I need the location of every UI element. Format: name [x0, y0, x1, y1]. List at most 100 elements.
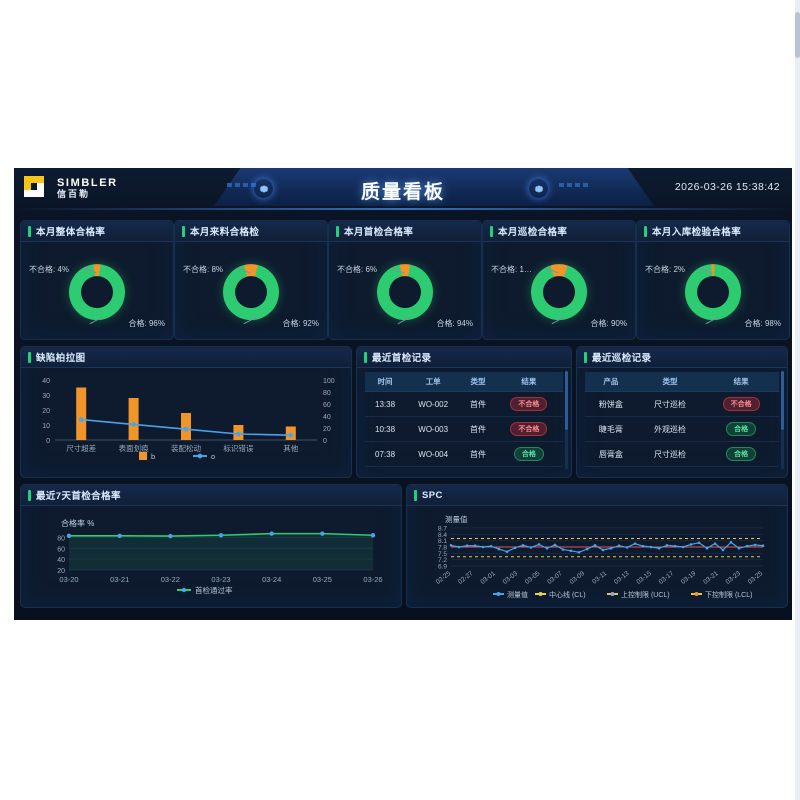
first-inspection-cell-result: 不合格 — [494, 416, 563, 442]
table-row[interactable]: 10:38 WO-003 首件 不合格 — [365, 416, 563, 442]
page-scrollbar-thumb[interactable] — [795, 12, 800, 58]
first-inspection-cell-type: 首件 — [461, 416, 495, 442]
first-inspection-col-1: 时间 — [365, 372, 406, 392]
trend-point — [117, 533, 122, 538]
spc-ytick: 7.8 — [438, 545, 447, 552]
kpi-card-title-5: 本月入库检验合格率 — [652, 227, 742, 238]
table-row[interactable]: 粉饼盒 尺寸巡检 不合格 — [585, 391, 779, 417]
spc-point — [625, 546, 629, 549]
spc-point — [497, 547, 501, 551]
trend-card-header: 最近7天首检合格率 — [21, 485, 401, 506]
first-inspection-cell-time: 13:38 — [365, 391, 406, 417]
pareto-xtick: 其他 — [283, 443, 298, 453]
pareto-line-point — [236, 431, 241, 437]
table-row[interactable]: 唇膏盒 尺寸巡检 合格 — [585, 441, 779, 467]
pareto-ytick: 30 — [42, 393, 50, 400]
spc-point — [529, 546, 533, 549]
pareto-bar — [181, 413, 191, 440]
spc-point — [713, 542, 717, 545]
patrol-inspection-scrollbar[interactable] — [781, 371, 784, 469]
first-inspection-table: 时间 工单 类型 结果 13:38 WO-002 首件 不合格 10:38 WO-003 首件 不合… — [365, 372, 563, 467]
trend-xtick: 03-20 — [59, 575, 78, 584]
spc-point — [601, 548, 605, 552]
pareto-ytick: 40 — [42, 378, 50, 385]
first-inspection-col-3: 类型 — [461, 372, 495, 392]
dashboard-header: SIMBLER 信百勒 质量看板 2026-03-26 15:38:42 — [14, 168, 792, 212]
spc-legend-label: 中心线 (CL) — [549, 590, 586, 599]
pareto-legend-line-dot — [197, 453, 203, 459]
spc-point — [649, 545, 653, 549]
pareto-y2tick: 40 — [323, 414, 331, 421]
spc-xtick: 03-21 — [702, 570, 720, 586]
donut-ring-4 — [531, 263, 587, 320]
kpi-card-header-3: 本月首检合格率 — [329, 221, 481, 242]
first-inspection-col-2: 工单 — [405, 372, 462, 392]
spc-point — [585, 547, 589, 551]
pareto-xtick: 标识错误 — [223, 443, 253, 453]
kpi-card-header-2: 本月来料合格检 — [175, 221, 327, 242]
spc-xtick: 03-01 — [479, 570, 497, 586]
donut-ring-1 — [69, 263, 125, 320]
pareto-xtick: 表面划痕 — [119, 443, 149, 453]
trend-chart: 合格率 % 20 40 60 80 03-20 03-21 03-22 03-23 03-24 03… — [57, 518, 382, 595]
kpi-card-body-2: 不合格: 8% 合格: 92% — [175, 242, 327, 339]
pareto-chart: 0 10 20 30 40 0 20 40 60 80 100 尺寸超差 表面划痕 装配松动 标识错误 其他 b… — [42, 378, 335, 461]
spc-point — [521, 544, 525, 547]
first-inspection-head-row: 时间 工单 类型 结果 — [365, 372, 563, 392]
table-row[interactable]: 07:38 WO-004 首件 合格 — [365, 441, 563, 467]
spc-xtick: 03-05 — [524, 570, 542, 586]
pareto-line-point — [131, 422, 136, 427]
spc-point — [729, 541, 733, 544]
kpi-card-body-4: 不合格: 1… 合格: 90% — [483, 242, 635, 339]
table-row[interactable]: 13:38 WO-002 首件 不合格 — [365, 391, 563, 417]
page-scrollbar[interactable] — [795, 0, 800, 800]
table-row[interactable]: 睫毛膏 外观巡检 合格 — [585, 416, 779, 442]
trend-point — [269, 531, 274, 536]
kpi-card-title-2: 本月来料合格检 — [190, 227, 260, 238]
status-badge: 合格 — [513, 447, 544, 461]
patrol-inspection-cell-product: 唇膏盒 — [585, 441, 637, 467]
donut-chart-4: 不合格: 1… 合格: 90% — [483, 242, 635, 339]
header-center-banner — [214, 168, 654, 206]
trend-xtick: 03-21 — [110, 575, 129, 584]
patrol-inspection-title: 最近巡检记录 — [592, 353, 652, 364]
page-title: 质量看板 — [360, 182, 445, 203]
kpi-card-title-3: 本月首检合格率 — [344, 227, 414, 238]
pareto-xtick: 尺寸超差 — [66, 443, 96, 453]
spc-point — [561, 548, 565, 551]
spc-card-title: SPC — [422, 489, 443, 501]
spc-legend-label: 上控制限 (UCL) — [621, 590, 670, 599]
donut-ok-label-5: 合格: 98% — [744, 319, 781, 328]
spc-point — [737, 546, 741, 550]
donut-ok-label-1: 合格: 96% — [128, 319, 165, 328]
spc-point — [473, 544, 477, 548]
first-inspection-card: 最近首检记录 时间 工单 类型 结果 13:38 WO-002 首件 不合格 10:38 WO-… — [356, 346, 572, 478]
spc-point — [569, 549, 573, 553]
donut-bad-label-2: 不合格: 8% — [183, 265, 224, 274]
kpi-card-header-4: 本月巡检合格率 — [483, 221, 635, 242]
header-deco-dots-left — [227, 183, 256, 187]
pareto-legend-line-label: o — [211, 452, 215, 461]
spc-card-body: 测量值 6.9 7.2 7.5 7.8 8.1 8.4 8.7 02-25 02-27 03-01 0… — [407, 506, 787, 607]
patrol-inspection-cell-type: 尺寸巡检 — [636, 391, 704, 417]
spc-card-header: SPC — [407, 485, 787, 506]
pareto-legend-bar-label: b — [151, 452, 155, 461]
first-inspection-scrollbar[interactable] — [565, 371, 568, 469]
kpi-card-body-1: 不合格: 4% 合格: 96% — [21, 242, 173, 339]
donut-bad-label-3: 不合格: 6% — [337, 265, 378, 274]
donut-chart-2: 不合格: 8% 合格: 92% — [175, 242, 327, 339]
first-inspection-col-4: 结果 — [494, 372, 563, 392]
patrol-inspection-body: 产品 类型 结果 粉饼盒 尺寸巡检 不合格 睫毛膏 外观巡检 合格 唇膏盒 尺寸巡检 合格 — [577, 368, 787, 477]
patrol-inspection-head-row: 产品 类型 结果 — [585, 372, 779, 392]
spc-legend-label: 测量值 — [507, 590, 528, 599]
spc-legend-dot — [610, 592, 615, 596]
spc-point — [753, 543, 757, 547]
spc-point — [553, 543, 557, 547]
kpi-card-header-5: 本月入库检验合格率 — [637, 221, 789, 242]
first-inspection-cell-order: WO-004 — [405, 441, 462, 467]
pareto-y2tick: 0 — [323, 438, 327, 445]
gear-icon-right — [529, 179, 548, 198]
donut-bad-label-4: 不合格: 1… — [491, 265, 532, 274]
donut-bad-label-5: 不合格: 2% — [645, 265, 686, 274]
